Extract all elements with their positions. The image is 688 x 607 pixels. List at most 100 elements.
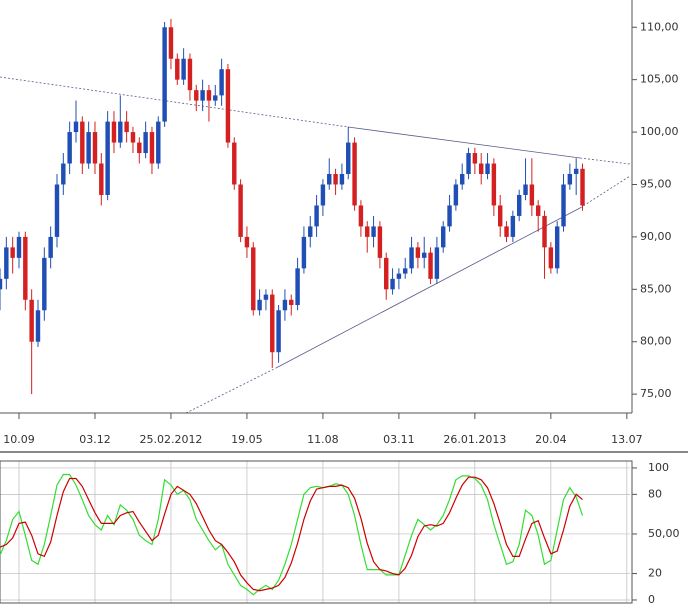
- y-tick-label: 80: [648, 487, 662, 500]
- candle-body: [371, 226, 376, 237]
- candle-body: [130, 132, 136, 143]
- candle-body: [0, 278, 3, 290]
- y-tick-label: 80,00: [640, 335, 672, 348]
- candle-body: [16, 236, 22, 258]
- candle-body: [48, 236, 53, 258]
- candle-body: [422, 252, 427, 258]
- candle-body: [510, 215, 516, 237]
- support-line: [579, 175, 631, 209]
- candle-body: [441, 226, 446, 248]
- x-tick-label: 11.08: [307, 433, 339, 446]
- candle-body: [529, 184, 535, 206]
- candle-body: [213, 95, 218, 101]
- candle-body: [346, 142, 351, 175]
- resistance-line: [579, 157, 631, 165]
- x-tick-label: 26.01.2013: [443, 433, 506, 446]
- y-tick-label: 50,00: [648, 527, 680, 540]
- candle-body: [187, 58, 193, 91]
- candle-body: [29, 299, 34, 342]
- candle-body: [162, 27, 167, 122]
- candle-body: [320, 184, 326, 206]
- candle-body: [282, 299, 288, 311]
- candle-body: [105, 121, 110, 195]
- candle-body: [251, 247, 256, 311]
- y-tick-label: 95,00: [640, 177, 672, 190]
- candle-body: [485, 163, 490, 175]
- oscillator-line: [0, 476, 583, 592]
- resistance-line: [347, 126, 581, 159]
- candle-body: [573, 168, 579, 175]
- candle-body: [390, 278, 395, 290]
- candle-body: [466, 153, 471, 175]
- candle-body: [194, 90, 199, 101]
- candle-body: [339, 174, 345, 185]
- candle-body: [54, 184, 60, 237]
- candle-body: [219, 69, 224, 96]
- candle-body: [276, 310, 281, 353]
- y-tick-label: 75,00: [640, 387, 672, 400]
- candle-body: [447, 205, 452, 227]
- candle-body: [99, 163, 104, 195]
- candle-body: [453, 184, 459, 206]
- candle-body: [580, 168, 585, 206]
- candle-body: [434, 247, 440, 279]
- candle-body: [497, 205, 503, 227]
- candle-body: [548, 247, 554, 269]
- candle-body: [118, 121, 123, 143]
- candle-body: [358, 205, 364, 227]
- candle-body: [10, 247, 15, 258]
- candle-body: [67, 132, 72, 164]
- y-tick-label: 105,00: [640, 73, 679, 86]
- candle-body: [409, 247, 414, 269]
- candle-body: [35, 310, 41, 342]
- y-tick-label: 100,00: [640, 125, 679, 138]
- candle-body: [175, 58, 180, 80]
- candle-body: [535, 205, 541, 216]
- candle-body: [168, 27, 174, 59]
- y-tick-label: 0: [648, 593, 655, 606]
- candle-body: [428, 252, 433, 279]
- candle-body: [377, 226, 383, 258]
- candle-body: [301, 236, 307, 269]
- x-tick-label: 03.11: [383, 433, 415, 446]
- candle-body: [238, 184, 243, 237]
- candle-body: [181, 58, 186, 80]
- candle-body: [137, 142, 142, 154]
- candle-body: [333, 174, 338, 185]
- candle-body: [257, 299, 262, 311]
- candle-body: [80, 121, 85, 164]
- candle-body: [478, 163, 484, 175]
- grid-layer: [0, 461, 630, 603]
- y-tick-label: 85,00: [640, 282, 672, 295]
- support-line: [185, 367, 277, 414]
- y-tick-label: 110,00: [640, 20, 679, 33]
- candle-body: [567, 174, 573, 185]
- candle-body: [295, 268, 300, 306]
- x-tick-label: 10.09: [3, 433, 35, 446]
- candle-body: [327, 174, 332, 185]
- candle-body: [384, 257, 389, 290]
- candle-body: [232, 142, 237, 185]
- y-tick-label: 20: [648, 567, 662, 580]
- candle-body: [504, 226, 509, 237]
- x-tick-label: 13.07: [611, 433, 643, 446]
- candle-body: [459, 174, 465, 185]
- x-tick-label: 19.05: [231, 433, 263, 446]
- candle-body: [149, 132, 155, 164]
- candle-body: [396, 273, 402, 279]
- oscillator-frame: [0, 460, 633, 604]
- candle-body: [200, 90, 205, 101]
- candle-body: [156, 121, 161, 164]
- y-tick-label: 90,00: [640, 230, 672, 243]
- candle-body: [491, 163, 497, 206]
- support-line: [275, 207, 581, 369]
- candle-body: [244, 236, 250, 248]
- candle-body: [270, 294, 275, 353]
- candle-body: [86, 132, 91, 164]
- candle-body: [289, 299, 294, 306]
- candle-body: [23, 236, 28, 300]
- candle-body: [523, 184, 528, 195]
- candle-body: [352, 142, 357, 206]
